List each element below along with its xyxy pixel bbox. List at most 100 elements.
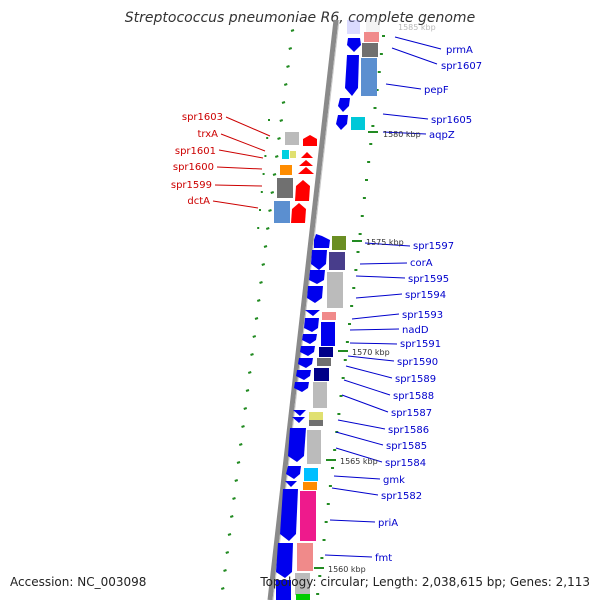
scale-tick — [259, 281, 263, 284]
leader-line — [351, 313, 400, 320]
gene-label: spr1605 — [431, 115, 472, 126]
gene-label: spr1588 — [393, 391, 434, 402]
gene-box — [309, 420, 323, 426]
gene-label: spr1599 — [171, 180, 212, 191]
scale-tick — [263, 245, 268, 248]
faded-genes — [347, 20, 380, 34]
gene-label: dctA — [187, 196, 210, 207]
leader-line — [341, 394, 389, 413]
gene-box — [313, 382, 327, 408]
scale-tick — [274, 155, 279, 158]
gene-box — [303, 482, 317, 490]
leader-line — [218, 149, 264, 159]
scale-tick — [229, 515, 234, 518]
gene-arrow — [298, 358, 313, 368]
right-gene-labels: prmA spr1607 pepF spr1605 aqpZ spr1597 c… — [375, 45, 482, 564]
gene-track-lower — [295, 236, 346, 600]
gene-box — [300, 491, 316, 541]
gene-label: spr1586 — [388, 425, 429, 436]
kbp-markers — [314, 131, 378, 569]
inset-genes — [274, 132, 317, 223]
leader-line — [364, 242, 411, 247]
forward-genes-upper — [336, 38, 361, 130]
gene-label: spr1587 — [391, 408, 432, 419]
leader-line — [349, 342, 398, 345]
gene-box — [277, 178, 293, 198]
scale-tick — [270, 191, 275, 194]
leader-line — [349, 328, 400, 331]
leader-line — [343, 379, 391, 396]
leader-line — [394, 36, 442, 50]
gene-box — [364, 32, 379, 42]
gene-box — [285, 132, 299, 145]
scale-tick — [225, 551, 230, 554]
leader-line — [347, 355, 395, 362]
gene-arrow — [304, 318, 319, 332]
scale-tick — [236, 461, 241, 464]
scale-tick — [245, 389, 250, 392]
gene-label: spr1593 — [402, 310, 443, 321]
kbp-label: 1570 kbp — [352, 348, 390, 357]
right-label-leaders — [324, 36, 442, 558]
gene-box — [274, 201, 290, 223]
gene-box — [351, 117, 365, 130]
gene-box — [296, 594, 310, 600]
gene-arrow — [338, 98, 350, 112]
gene-label: spr1590 — [397, 357, 438, 368]
scale-tick — [256, 299, 261, 302]
scale-tick — [286, 65, 290, 68]
scale-tick — [281, 101, 286, 104]
gene-arrow — [292, 417, 305, 423]
leader-line — [333, 475, 381, 480]
gene-box — [362, 43, 378, 57]
gene-box — [290, 151, 296, 158]
scale-tick — [265, 227, 270, 230]
gene-box — [321, 322, 335, 346]
gene-label: spr1607 — [441, 61, 482, 72]
leader-line — [382, 113, 429, 120]
gene-box — [319, 347, 333, 357]
gene-box — [297, 543, 313, 571]
map-title: Streptococcus pneumoniae R6, complete ge… — [124, 10, 476, 26]
forward-genes-lower — [276, 234, 330, 600]
gene-arrow — [296, 370, 311, 380]
gene-box — [361, 58, 377, 96]
leader-line — [335, 447, 383, 463]
gene-arrow — [303, 135, 317, 146]
scale-tick — [254, 317, 259, 320]
gene-box — [327, 272, 343, 308]
gene-box — [317, 358, 331, 366]
gene-label: aqpZ — [429, 130, 455, 141]
gene-arrow — [345, 55, 359, 96]
gene-label: trxA — [197, 129, 218, 140]
gene-arrow — [302, 334, 317, 344]
gene-label: gmk — [383, 475, 405, 486]
scale-tick — [268, 209, 272, 212]
gene-arrow — [293, 410, 306, 416]
kbp-label: 1560 kbp — [328, 565, 366, 574]
gene-arrow — [291, 203, 306, 223]
gene-arrow — [276, 543, 293, 578]
left-gene-labels: spr1603 trxA spr1601 spr1600 spr1599 dct… — [171, 112, 223, 207]
leader-line — [220, 133, 266, 152]
gene-label: spr1601 — [175, 146, 216, 157]
gene-label: priA — [378, 518, 398, 529]
gene-box — [282, 150, 289, 159]
gene-box — [295, 573, 310, 595]
gene-label: spr1600 — [173, 162, 214, 173]
gene-label: spr1603 — [182, 112, 223, 123]
scale-tick — [247, 371, 252, 374]
leader-line — [324, 554, 373, 558]
leader-line — [329, 519, 376, 523]
kbp-label: 1585 kbp — [398, 23, 436, 32]
leader-line — [214, 184, 263, 187]
kbp-label: 1575 kbp — [366, 238, 404, 247]
gene-box — [314, 368, 329, 381]
leader-line — [216, 166, 263, 170]
scale-tick — [250, 353, 254, 356]
scale-tick — [220, 587, 225, 590]
gene-box — [309, 412, 323, 420]
scale-tick — [234, 479, 239, 482]
scale-tick — [277, 137, 281, 140]
leader-line — [331, 487, 379, 496]
